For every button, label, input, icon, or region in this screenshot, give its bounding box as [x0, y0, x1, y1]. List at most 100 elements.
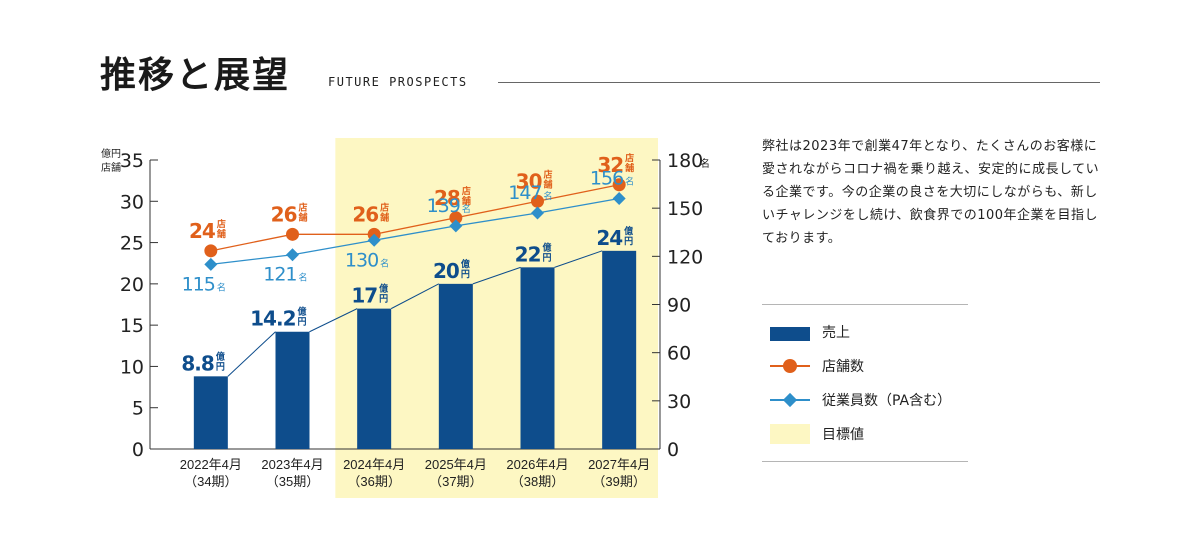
sales-unit-label: 億円 — [379, 283, 388, 304]
stores-unit-label: 店舗 — [379, 201, 389, 222]
stores-data-label: 32 — [597, 153, 623, 177]
right-axis-unit: 名 — [700, 157, 710, 170]
left-tick-label: 10 — [120, 356, 144, 378]
x-tick-label: 2025年4月 — [425, 457, 487, 472]
page-title: 推移と展望 — [100, 55, 291, 96]
sales-unit-label: 億円 — [624, 225, 633, 246]
employees-data-label: 156 — [590, 168, 623, 190]
employees-point — [612, 192, 626, 206]
stores-unit-label-char: 店 — [544, 168, 553, 179]
title-divider — [498, 82, 1100, 83]
sales-trend-line — [227, 250, 603, 377]
sales-data-label: 20 — [433, 259, 459, 283]
left-tick-label: 0 — [132, 439, 144, 461]
stores-line — [210, 184, 620, 252]
stores-unit-label-char: 店 — [299, 201, 308, 212]
x-tick-label: 2022年4月 — [180, 457, 242, 472]
stores-unit-label-char: 舗 — [216, 228, 226, 239]
employees-data-label: 115 — [182, 273, 215, 295]
x-tick-label: 2027年4月 — [588, 457, 650, 472]
stores-data-label: 26 — [271, 202, 297, 226]
stores-unit-label-char: 舗 — [298, 211, 308, 222]
legend-circle-line-swatch — [770, 356, 810, 376]
employees-data-label: 121 — [263, 264, 296, 286]
sales-unit-label-char: 円 — [461, 269, 470, 279]
employees-point — [286, 248, 299, 262]
left-tick-label: 5 — [132, 398, 144, 420]
left-tick-label: 35 — [120, 150, 144, 172]
stores-unit-label-char: 店 — [625, 152, 634, 163]
left-tick-label: 20 — [120, 274, 144, 296]
x-tick-label: 2026年4月 — [506, 457, 568, 472]
sales-bar — [602, 250, 637, 449]
right-tick-label: 180 — [667, 150, 703, 172]
stores-unit-label-char: 店 — [217, 218, 226, 229]
right-tick-label: 60 — [667, 343, 691, 365]
employees-data-label: 139 — [427, 195, 460, 217]
sales-data-label: 14.2 — [250, 307, 295, 331]
legend-bar-swatch — [770, 326, 810, 341]
right-tick-label: 150 — [667, 198, 703, 220]
x-period-label: （34期） — [184, 474, 237, 489]
sales-data-label: 8.8 — [181, 351, 214, 375]
employees-point — [367, 233, 381, 247]
sales-unit-label-char: 円 — [543, 252, 552, 262]
left-axis-unit: 億円 — [101, 147, 121, 160]
sales-unit-label: 億円 — [216, 350, 225, 371]
employees-unit-label: 名 — [544, 190, 553, 201]
stores-unit-label: 店舗 — [461, 185, 471, 206]
legend-item-stores: 店舗数 — [762, 349, 968, 383]
legend-diamond-line-swatch — [770, 390, 810, 410]
stores-unit-label-char: 舗 — [461, 195, 471, 206]
employees-unit-label: 名 — [380, 257, 389, 268]
right-tick-label: 120 — [667, 246, 703, 268]
stores-data-label: 30 — [516, 169, 542, 193]
employees-line — [210, 197, 620, 266]
stores-unit-label-char: 舗 — [543, 178, 553, 189]
employees-data-label: 130 — [345, 249, 378, 271]
stores-point — [204, 244, 218, 258]
legend-target-swatch — [770, 424, 810, 444]
x-tick-label: 2023年4月 — [261, 457, 323, 472]
stores-data-label: 24 — [189, 219, 215, 243]
legend-item-sales: 売上 — [762, 315, 968, 349]
legend-label-employees: 従業員数（PA含む） — [822, 393, 952, 409]
x-period-label: （38期） — [511, 474, 564, 489]
sales-data-label: 17 — [351, 284, 377, 308]
sales-unit-label: 億円 — [461, 258, 470, 279]
left-tick-label: 25 — [120, 233, 144, 255]
legend-label-stores: 店舗数 — [822, 359, 864, 375]
sales-unit-label-char: 億 — [379, 283, 388, 294]
chart-legend: 売上 店舗数 従業員数（PA含む） 目標値 — [762, 304, 968, 462]
employees-unit-label: 名 — [217, 281, 226, 292]
stores-unit-label: 店舗 — [624, 152, 634, 173]
employees-point — [449, 219, 463, 233]
sales-unit-label-char: 億 — [298, 306, 307, 317]
sales-unit-label-char: 円 — [216, 361, 225, 371]
sales-bar — [275, 331, 310, 449]
stores-point — [612, 178, 626, 192]
sales-unit-label-char: 億 — [216, 350, 225, 361]
stores-point — [531, 194, 544, 208]
right-tick-label: 30 — [667, 391, 691, 413]
x-tick-label: 2024年4月 — [343, 457, 405, 472]
x-period-label: （39期） — [592, 474, 645, 489]
left-tick-label: 15 — [120, 315, 144, 337]
stores-unit-label: 店舗 — [298, 201, 308, 222]
stores-unit-label-char: 舗 — [379, 211, 389, 222]
sales-bar — [438, 283, 473, 449]
employees-data-label: 147 — [508, 182, 541, 204]
left-axis-unit: 店舗 — [101, 161, 121, 174]
employees-unit-label: 名 — [462, 203, 471, 214]
legend-item-employees: 従業員数（PA含む） — [762, 383, 968, 417]
stores-unit-label-char: 舗 — [624, 162, 634, 173]
sales-unit-label-char: 億 — [624, 225, 633, 236]
x-period-label: （35期） — [266, 474, 319, 489]
x-period-label: （36期） — [347, 474, 400, 489]
stores-data-label: 28 — [434, 186, 460, 210]
right-tick-label: 0 — [667, 439, 679, 461]
x-period-label: （37期） — [429, 474, 482, 489]
sales-unit-label: 億円 — [543, 241, 552, 262]
legend-item-target: 目標値 — [762, 417, 968, 451]
